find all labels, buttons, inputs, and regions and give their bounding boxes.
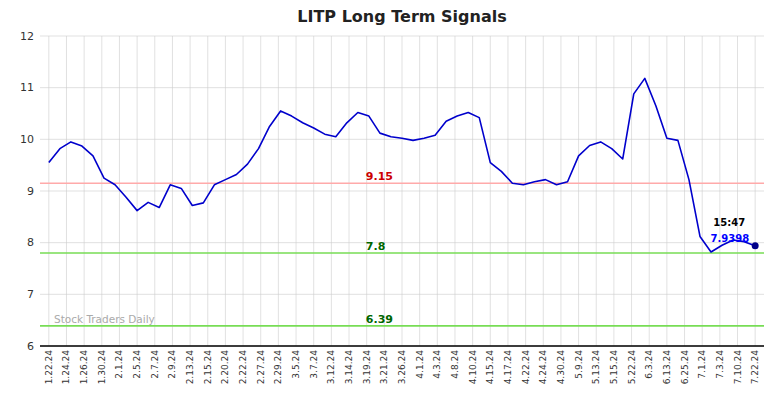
y-tick-label: 12 <box>20 30 34 43</box>
x-tick-label: 5.9.24 <box>574 350 584 379</box>
y-tick-label: 6 <box>27 340 34 353</box>
x-tick-label: 7.3.24 <box>715 350 725 379</box>
reference-label: 9.15 <box>366 170 393 183</box>
y-grid-line <box>40 36 764 37</box>
x-tick-label: 3.26.24 <box>397 350 407 385</box>
y-tick-label: 7 <box>27 288 34 301</box>
x-tick-label: 3.14.24 <box>344 350 354 385</box>
x-tick-label: 4.1.24 <box>415 350 425 379</box>
x-tick-label: 7.22.24 <box>750 350 760 385</box>
x-tick-label: 3.19.24 <box>362 350 372 385</box>
grid <box>40 36 764 346</box>
x-tick-label: 2.7.24 <box>150 350 160 379</box>
x-tick-label: 1.30.24 <box>97 350 107 385</box>
x-tick-label: 2.15.24 <box>203 350 213 385</box>
watermark: Stock Traders Daily <box>54 313 155 325</box>
x-tick-label: 5.15.24 <box>609 350 619 385</box>
x-tick-label: 4.24.24 <box>538 350 548 385</box>
x-tick-label: 4.30.24 <box>556 350 566 385</box>
x-tick-label: 7.1.24 <box>697 350 707 379</box>
x-axis-line <box>40 345 764 347</box>
chart: 1.22.24 1.24.24 1.26.24 1.30.24 2.1.24 2.5.24… <box>0 0 784 398</box>
y-grid-line <box>40 191 764 192</box>
x-tick-label: 2.5.24 <box>132 350 142 379</box>
x-tick-label: 4.15.24 <box>485 350 495 385</box>
y-tick-label: 10 <box>20 133 34 146</box>
y-tick-label: 11 <box>20 81 34 94</box>
y-grid-line <box>40 294 764 295</box>
x-tick-label: 1.26.24 <box>79 350 89 385</box>
y-grid-line <box>40 87 764 88</box>
x-tick-label: 5.13.24 <box>591 350 601 385</box>
last-time-label: 15:47 <box>713 217 745 228</box>
x-tick-label: 4.17.24 <box>503 350 513 385</box>
x-tick-label: 3.21.24 <box>379 350 389 385</box>
x-tick-label: 1.24.24 <box>61 350 71 385</box>
x-tick-label: 4.22.24 <box>521 350 531 385</box>
x-tick-label: 3.12.24 <box>326 350 336 385</box>
title: LITP Long Term Signals <box>297 7 506 26</box>
x-tick-label: 2.22.24 <box>238 350 248 385</box>
x-tick-label: 2.20.24 <box>220 350 230 385</box>
price-line <box>49 78 755 252</box>
last-price-label: 7.9398 <box>711 233 750 244</box>
y-tick-label: 8 <box>27 236 34 249</box>
annotations: 9.15 7.8 6.39 7.9398 15:47 Stock Traders Dail… <box>54 170 749 326</box>
x-tick-label: 6.13.24 <box>662 350 672 385</box>
reference-line <box>40 182 764 184</box>
reference-label: 7.8 <box>366 240 386 253</box>
x-tick-label: 2.27.24 <box>256 350 266 385</box>
x-tick-label: 2.13.24 <box>185 350 195 385</box>
x-tick-label: 2.29.24 <box>273 350 283 385</box>
reference-line <box>40 252 764 254</box>
y-grid-line <box>40 242 764 243</box>
y-grid-line <box>40 346 764 347</box>
x-tick-label: 2.9.24 <box>167 350 177 379</box>
reference-line <box>40 325 764 327</box>
reference-label: 6.39 <box>366 313 393 326</box>
x-tick-label: 2.1.24 <box>114 350 124 379</box>
x-tick-label: 4.3.24 <box>432 350 442 379</box>
x-tick-label: 3.7.24 <box>309 350 319 379</box>
x-tick-label: 6.25.24 <box>680 350 690 385</box>
x-axis: 1.22.24 1.24.24 1.26.24 1.30.24 2.1.24 2.5.24… <box>44 350 760 385</box>
x-tick-label: 1.22.24 <box>44 350 54 385</box>
last-point <box>752 242 759 249</box>
y-axis: 6 7 8 9 10 11 12 <box>20 30 34 353</box>
x-tick-label: 4.8.24 <box>450 350 460 379</box>
background <box>0 0 784 398</box>
x-tick-label: 4.10.24 <box>468 350 478 385</box>
y-tick-label: 9 <box>27 185 34 198</box>
x-tick-label: 3.5.24 <box>291 350 301 379</box>
x-tick-label: 6.3.24 <box>644 350 654 379</box>
plot-area <box>40 78 764 325</box>
x-tick-label: 7.10.24 <box>733 350 743 385</box>
x-tick-label: 5.22.24 <box>627 350 637 385</box>
